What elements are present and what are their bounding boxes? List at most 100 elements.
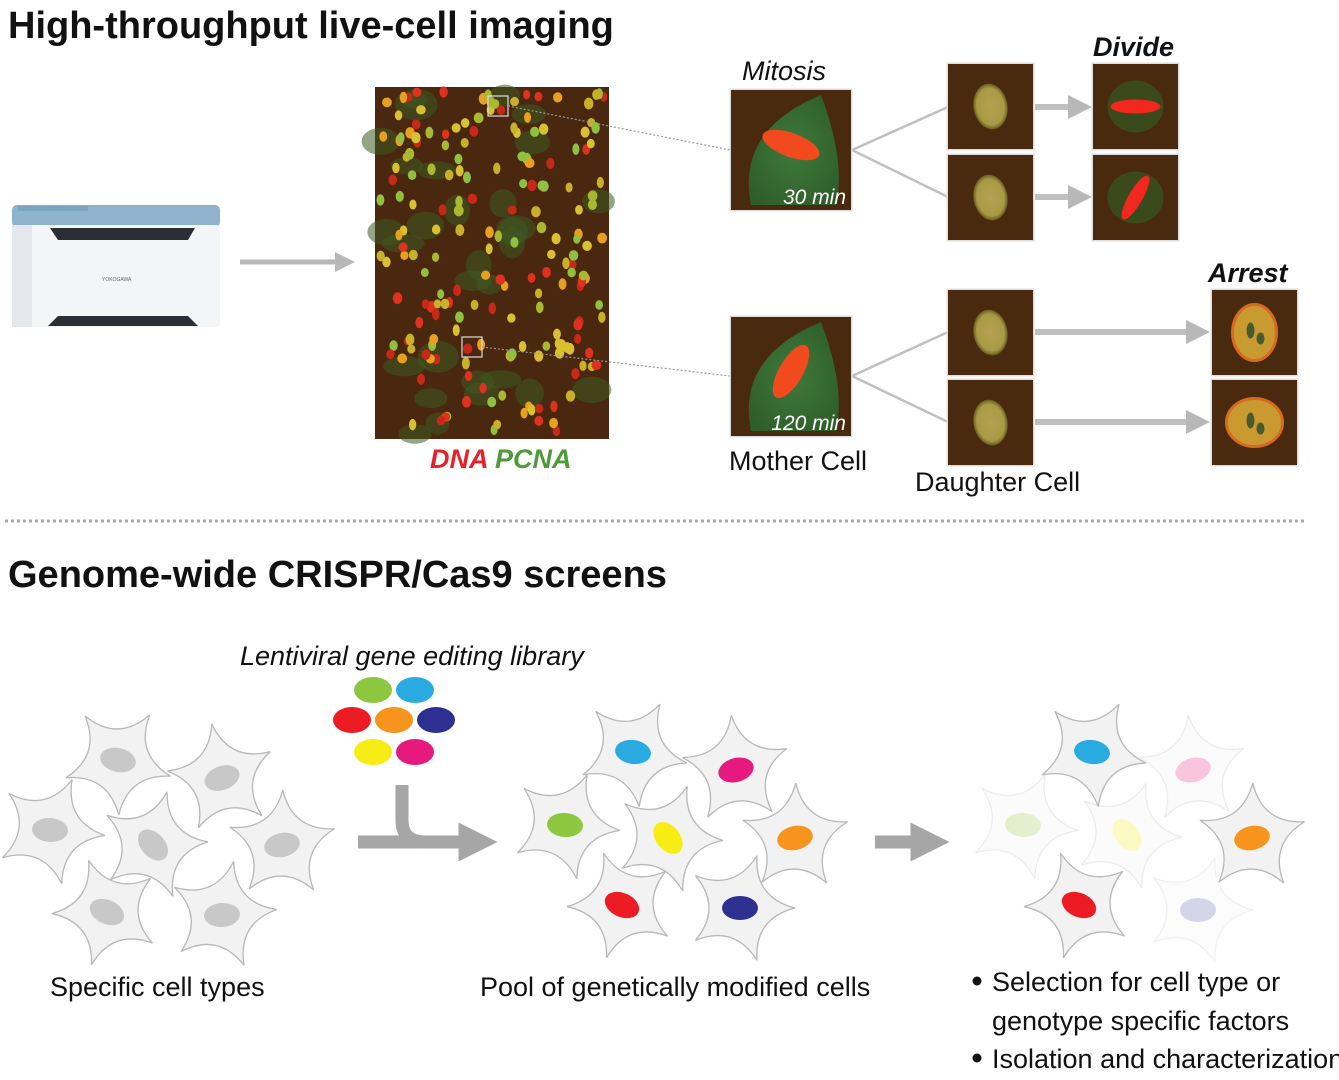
nucleus	[494, 230, 502, 243]
microscopy-field-image	[361, 84, 615, 444]
zoom-line-bottom	[481, 346, 731, 377]
nucleus	[382, 97, 392, 108]
nucleus	[411, 132, 421, 144]
nucleus	[421, 299, 430, 310]
stain-legend: DNA PCNA	[430, 444, 572, 474]
nucleus	[477, 338, 486, 351]
nucleus	[441, 129, 450, 140]
nucleus	[973, 174, 1008, 221]
nucleus	[510, 237, 519, 248]
nucleus	[551, 233, 561, 245]
nucleus	[431, 252, 440, 262]
cell-outline	[975, 774, 1078, 880]
nucleus	[467, 193, 478, 205]
nucleus	[409, 418, 417, 431]
unmodified-cell	[229, 789, 335, 891]
nucleus	[417, 373, 425, 385]
nucleus	[451, 123, 461, 133]
cytoplasm	[361, 127, 400, 155]
nucleus	[542, 266, 551, 278]
modified-cell	[682, 714, 788, 818]
library-vector-dot	[375, 707, 413, 733]
cytoplasm	[582, 189, 615, 214]
cell-outline	[1139, 714, 1245, 818]
nucleus	[392, 162, 400, 174]
cell-nucleus	[1061, 891, 1097, 919]
nucleus	[553, 92, 563, 103]
nucleus	[493, 419, 502, 430]
nucleus	[479, 382, 487, 394]
nucleus	[534, 415, 544, 426]
cytoplasm	[480, 370, 522, 389]
nucleus	[1231, 303, 1278, 362]
nucleus	[572, 143, 580, 155]
divide-panel-2	[1091, 153, 1180, 242]
nucleus	[567, 267, 576, 278]
daughter-cell-label: Daughter Cell	[915, 467, 1080, 497]
cell-nucleus	[718, 757, 754, 783]
cell-nucleus	[653, 822, 683, 854]
cell-nucleus	[547, 812, 583, 838]
nucleus	[433, 299, 442, 309]
nucleus	[436, 415, 446, 426]
nucleus	[455, 165, 464, 177]
nucleus	[496, 105, 506, 115]
modified-cell	[695, 855, 796, 961]
depleted-cell	[1153, 857, 1254, 963]
nucleus	[527, 404, 536, 416]
nucleus	[395, 190, 404, 202]
nucleus	[453, 204, 464, 217]
nucleus	[568, 250, 579, 261]
cell-nucleus	[615, 739, 651, 765]
nucleus	[498, 390, 507, 401]
cell-nucleus	[1175, 757, 1211, 783]
nucleus	[523, 89, 531, 100]
section-title-crispr: Genome-wide CRISPR/Cas9 screens	[8, 554, 667, 596]
nucleus	[464, 370, 473, 381]
unmodified-cell	[167, 723, 271, 829]
nucleus	[538, 123, 549, 135]
nucleus	[407, 170, 417, 181]
nucleus	[438, 204, 447, 216]
depleted-cell	[1139, 714, 1245, 818]
nucleus	[973, 309, 1008, 356]
modified-cell	[566, 852, 668, 959]
nucleus	[455, 195, 463, 208]
nucleus	[549, 417, 559, 429]
chromosomes	[772, 344, 810, 399]
nucleus	[507, 348, 517, 360]
nucleus	[487, 396, 497, 408]
nucleus	[431, 308, 440, 321]
mother-cell-panel-2: 120 min	[729, 315, 853, 438]
lineage-line	[851, 105, 949, 152]
library-vector-dot	[417, 707, 455, 733]
nucleus	[463, 343, 473, 354]
mother-cell-label: Mother Cell	[729, 446, 867, 476]
modified-cell	[742, 782, 848, 884]
arrest-panel-2	[1210, 378, 1299, 467]
pcna-label: PCNA	[495, 444, 572, 474]
nucleus	[550, 400, 558, 413]
nucleus	[455, 311, 464, 323]
nucleus	[488, 302, 497, 315]
nucleus	[520, 407, 528, 419]
nucleus	[394, 110, 403, 121]
nucleus	[408, 249, 418, 261]
nucleus	[527, 273, 536, 283]
nucleus	[398, 242, 408, 252]
nucleus	[592, 89, 601, 100]
bullet-2: Isolation and characterization	[992, 1044, 1339, 1074]
nucleus	[534, 404, 544, 414]
outcome-bullets: Selection for cell type or genotype spec…	[972, 967, 1339, 1074]
divide-label: Divide	[1093, 32, 1174, 62]
nucleus	[412, 87, 422, 97]
nucleus	[579, 360, 587, 372]
section-title-imaging: High-throughput live-cell imaging	[8, 5, 614, 47]
nucleus	[530, 126, 540, 138]
library-label: Lentiviral gene editing library	[240, 641, 585, 671]
chromosomes	[1121, 175, 1150, 220]
nucleus	[565, 390, 576, 402]
nucleus	[973, 399, 1008, 446]
nucleus	[534, 350, 544, 362]
